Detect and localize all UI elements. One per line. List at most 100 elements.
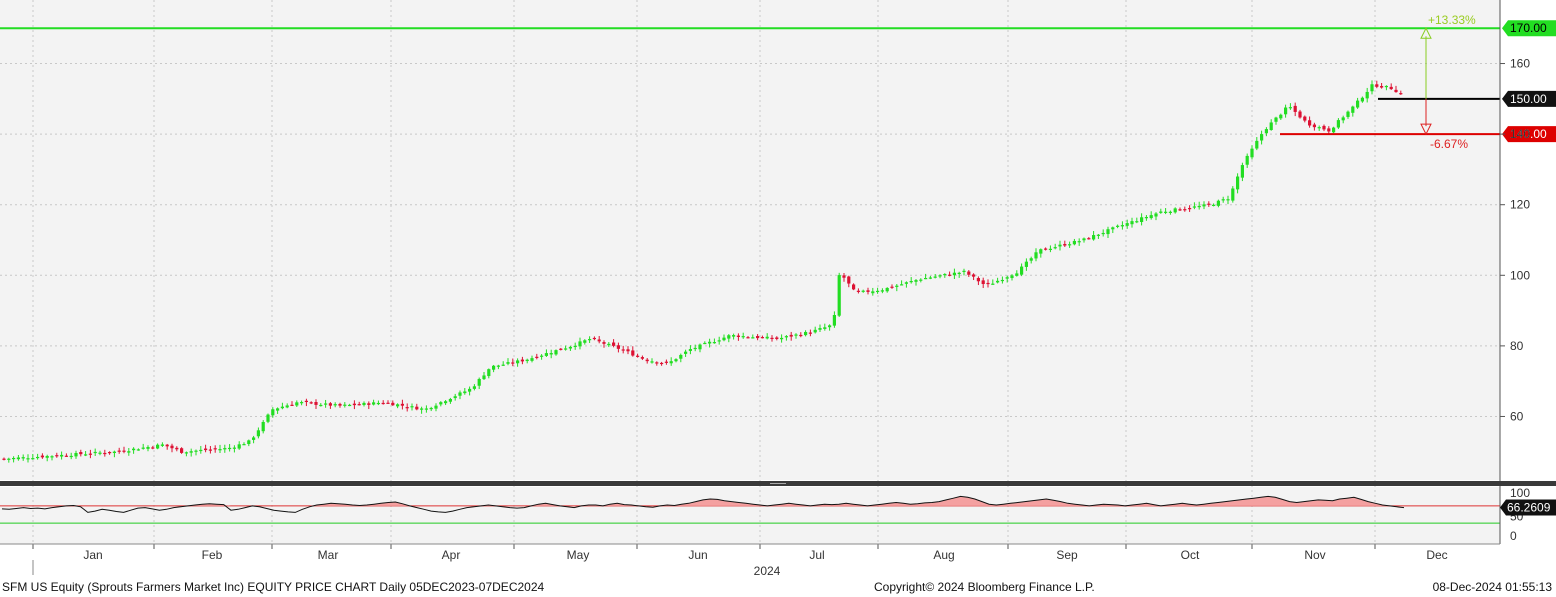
candle bbox=[1269, 119, 1273, 131]
candle bbox=[31, 454, 35, 460]
candle bbox=[487, 368, 491, 379]
candle bbox=[314, 399, 318, 410]
level-tag-label-150: 150.00 bbox=[1510, 92, 1547, 106]
candle bbox=[1284, 104, 1288, 118]
candle bbox=[300, 400, 304, 406]
candle bbox=[266, 413, 270, 424]
candle bbox=[1360, 96, 1364, 103]
candle bbox=[871, 287, 875, 296]
candle bbox=[1116, 224, 1120, 229]
candle bbox=[549, 349, 553, 359]
candle bbox=[242, 442, 246, 446]
axes bbox=[0, 0, 1556, 575]
candle bbox=[636, 353, 640, 358]
candle bbox=[295, 400, 299, 407]
candle bbox=[69, 452, 73, 460]
candle bbox=[1312, 122, 1316, 131]
candle bbox=[415, 403, 419, 411]
candle bbox=[213, 445, 217, 453]
candle bbox=[309, 401, 313, 405]
candle bbox=[981, 277, 985, 289]
candle bbox=[904, 281, 908, 288]
candle bbox=[357, 401, 361, 406]
candle bbox=[1308, 116, 1312, 128]
candle bbox=[991, 279, 995, 285]
candle bbox=[448, 397, 452, 404]
candle bbox=[861, 289, 865, 293]
candle bbox=[1039, 248, 1043, 258]
candle bbox=[141, 443, 145, 450]
candle bbox=[847, 275, 851, 288]
candle bbox=[876, 287, 880, 294]
candle bbox=[607, 342, 611, 348]
candle bbox=[564, 345, 568, 351]
candle bbox=[727, 334, 731, 343]
candle bbox=[736, 333, 740, 341]
main-plot-background bbox=[0, 0, 1500, 480]
upside-annotation: +13.33% bbox=[1428, 13, 1476, 27]
candle bbox=[328, 402, 332, 409]
candle bbox=[252, 435, 256, 444]
candle bbox=[856, 288, 860, 294]
candle bbox=[271, 407, 275, 418]
candle bbox=[679, 353, 683, 363]
candle bbox=[180, 447, 184, 454]
candle bbox=[381, 400, 385, 405]
candle bbox=[597, 335, 601, 344]
candle bbox=[1245, 153, 1249, 168]
candle bbox=[55, 452, 59, 458]
candle bbox=[1336, 118, 1340, 129]
candle bbox=[842, 272, 846, 282]
candle bbox=[352, 400, 356, 410]
level-tag-170 bbox=[1502, 20, 1556, 37]
candle bbox=[760, 335, 764, 339]
candle bbox=[1236, 173, 1240, 194]
candle bbox=[160, 442, 164, 447]
candle bbox=[136, 448, 140, 451]
candle bbox=[1068, 241, 1072, 248]
candle bbox=[1168, 210, 1172, 215]
candle bbox=[578, 337, 582, 350]
candle bbox=[799, 332, 803, 338]
candle bbox=[722, 334, 726, 342]
candle bbox=[938, 274, 942, 279]
candle bbox=[1212, 203, 1216, 207]
candle bbox=[1092, 231, 1096, 241]
candle bbox=[21, 454, 25, 461]
candle bbox=[1356, 97, 1360, 109]
rsi-value-label: 66.2609 bbox=[1507, 501, 1551, 515]
candle bbox=[204, 444, 208, 453]
candle bbox=[496, 364, 500, 370]
candle bbox=[506, 358, 510, 366]
candle bbox=[261, 420, 265, 434]
candle bbox=[348, 403, 352, 407]
candle bbox=[674, 358, 678, 363]
candle bbox=[26, 454, 30, 463]
candle bbox=[468, 386, 472, 396]
candle bbox=[924, 273, 928, 280]
candle bbox=[650, 358, 654, 364]
candle bbox=[1216, 199, 1220, 208]
candle bbox=[660, 361, 664, 366]
candle bbox=[669, 357, 673, 366]
candle bbox=[88, 449, 92, 459]
level-tag-label-140: 140.00 bbox=[1510, 127, 1547, 141]
candle bbox=[501, 361, 505, 367]
candle bbox=[333, 402, 337, 408]
candle bbox=[237, 441, 241, 450]
candle bbox=[1159, 208, 1163, 214]
gridlines bbox=[0, 0, 1500, 544]
candle bbox=[813, 326, 817, 334]
candle bbox=[1380, 82, 1384, 89]
candle bbox=[1053, 243, 1057, 250]
candle bbox=[1231, 186, 1235, 203]
candle bbox=[1327, 126, 1331, 134]
axis-labels: Jan Feb Mar Apr May Jun Jul Aug Sep Oct Nov Dec 2024… bbox=[83, 57, 1556, 578]
month-label-may: May bbox=[567, 548, 590, 562]
candle bbox=[1250, 145, 1254, 160]
candle bbox=[746, 336, 750, 339]
candle bbox=[1015, 270, 1019, 277]
month-label-feb: Feb bbox=[202, 548, 223, 562]
candle bbox=[223, 444, 227, 453]
candle bbox=[1063, 240, 1067, 248]
